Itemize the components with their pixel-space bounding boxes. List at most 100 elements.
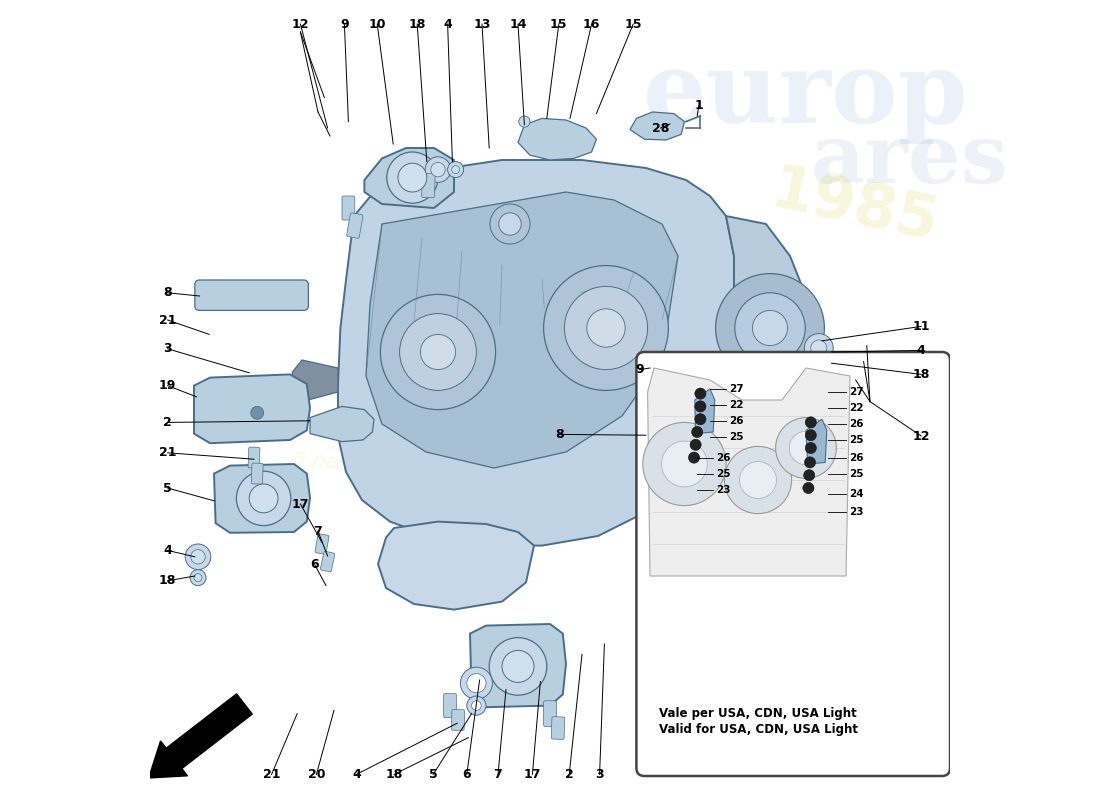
FancyBboxPatch shape: [857, 378, 876, 406]
Text: 7: 7: [494, 768, 503, 781]
Circle shape: [804, 470, 815, 481]
Circle shape: [804, 457, 815, 468]
Text: 21: 21: [263, 768, 280, 781]
Circle shape: [519, 116, 530, 127]
Polygon shape: [648, 368, 850, 576]
Text: Valid for USA, CDN, USA Light: Valid for USA, CDN, USA Light: [659, 723, 858, 736]
Text: 27: 27: [729, 384, 744, 394]
FancyBboxPatch shape: [864, 402, 884, 430]
Text: 4: 4: [443, 18, 452, 30]
Circle shape: [466, 696, 486, 715]
Circle shape: [690, 439, 701, 450]
Text: 25: 25: [716, 469, 730, 478]
Polygon shape: [470, 624, 566, 707]
Circle shape: [399, 314, 476, 390]
Text: 10: 10: [368, 18, 386, 30]
Circle shape: [190, 550, 206, 564]
Circle shape: [586, 309, 625, 347]
FancyBboxPatch shape: [551, 717, 564, 739]
Circle shape: [472, 701, 481, 710]
Text: 8: 8: [163, 286, 172, 299]
Text: 18: 18: [158, 574, 176, 587]
Circle shape: [543, 266, 669, 390]
Text: 23: 23: [716, 485, 730, 494]
FancyBboxPatch shape: [642, 421, 734, 446]
Circle shape: [461, 667, 493, 699]
Text: ares: ares: [811, 120, 1009, 200]
Text: 12: 12: [292, 18, 309, 30]
Text: 26: 26: [849, 453, 864, 462]
Circle shape: [811, 340, 827, 356]
Text: 9: 9: [340, 18, 349, 30]
Text: 25: 25: [849, 435, 864, 445]
Text: 2: 2: [564, 768, 573, 781]
Text: 18: 18: [913, 368, 930, 381]
Polygon shape: [310, 406, 374, 442]
Text: 26: 26: [849, 419, 864, 429]
Text: 6: 6: [310, 558, 319, 571]
Circle shape: [564, 286, 648, 370]
Polygon shape: [214, 464, 310, 533]
Text: 5: 5: [163, 482, 172, 494]
Polygon shape: [518, 118, 596, 160]
Text: 14: 14: [509, 18, 527, 30]
Polygon shape: [710, 216, 814, 416]
Text: 15: 15: [550, 18, 568, 30]
Text: 2: 2: [163, 416, 172, 429]
Text: 12: 12: [912, 430, 930, 442]
Text: 16: 16: [583, 18, 601, 30]
Circle shape: [805, 430, 816, 441]
Text: 6: 6: [462, 768, 471, 781]
Text: 20: 20: [308, 768, 326, 781]
Circle shape: [251, 406, 264, 419]
Circle shape: [448, 162, 463, 178]
Circle shape: [420, 334, 455, 370]
Text: 4: 4: [916, 344, 925, 357]
Polygon shape: [366, 192, 678, 468]
Circle shape: [804, 334, 833, 362]
FancyBboxPatch shape: [846, 354, 862, 382]
Circle shape: [752, 310, 788, 346]
Circle shape: [776, 418, 836, 478]
Circle shape: [695, 414, 706, 425]
Text: europ: europ: [644, 47, 969, 145]
Text: 26: 26: [716, 453, 730, 462]
FancyArrow shape: [148, 694, 252, 778]
FancyBboxPatch shape: [320, 551, 334, 572]
Circle shape: [250, 484, 278, 513]
Circle shape: [739, 462, 777, 498]
FancyBboxPatch shape: [543, 701, 557, 726]
Polygon shape: [378, 522, 534, 610]
Circle shape: [431, 162, 446, 177]
FancyBboxPatch shape: [346, 213, 363, 238]
Circle shape: [190, 570, 206, 586]
Text: 11: 11: [912, 320, 930, 333]
Circle shape: [426, 157, 451, 182]
Text: 4: 4: [163, 544, 172, 557]
Text: 18: 18: [408, 18, 426, 30]
FancyBboxPatch shape: [315, 534, 329, 554]
Text: 27: 27: [849, 387, 864, 397]
Circle shape: [185, 544, 211, 570]
Text: 25: 25: [729, 432, 744, 442]
Circle shape: [466, 674, 486, 693]
Text: 26: 26: [729, 416, 744, 426]
Text: 17: 17: [524, 768, 541, 781]
Circle shape: [502, 650, 534, 682]
Circle shape: [490, 204, 530, 244]
FancyBboxPatch shape: [342, 196, 355, 220]
Text: 24: 24: [849, 490, 864, 499]
Circle shape: [236, 471, 290, 526]
Circle shape: [810, 352, 828, 371]
Circle shape: [716, 274, 824, 382]
Circle shape: [381, 294, 496, 410]
Text: 4: 4: [352, 768, 361, 781]
FancyBboxPatch shape: [451, 710, 464, 730]
FancyBboxPatch shape: [249, 447, 260, 468]
Circle shape: [735, 293, 805, 363]
Text: 22: 22: [729, 400, 744, 410]
Text: 1985: 1985: [764, 162, 944, 254]
Text: 13: 13: [473, 18, 491, 30]
Polygon shape: [194, 374, 310, 443]
FancyBboxPatch shape: [195, 280, 308, 310]
